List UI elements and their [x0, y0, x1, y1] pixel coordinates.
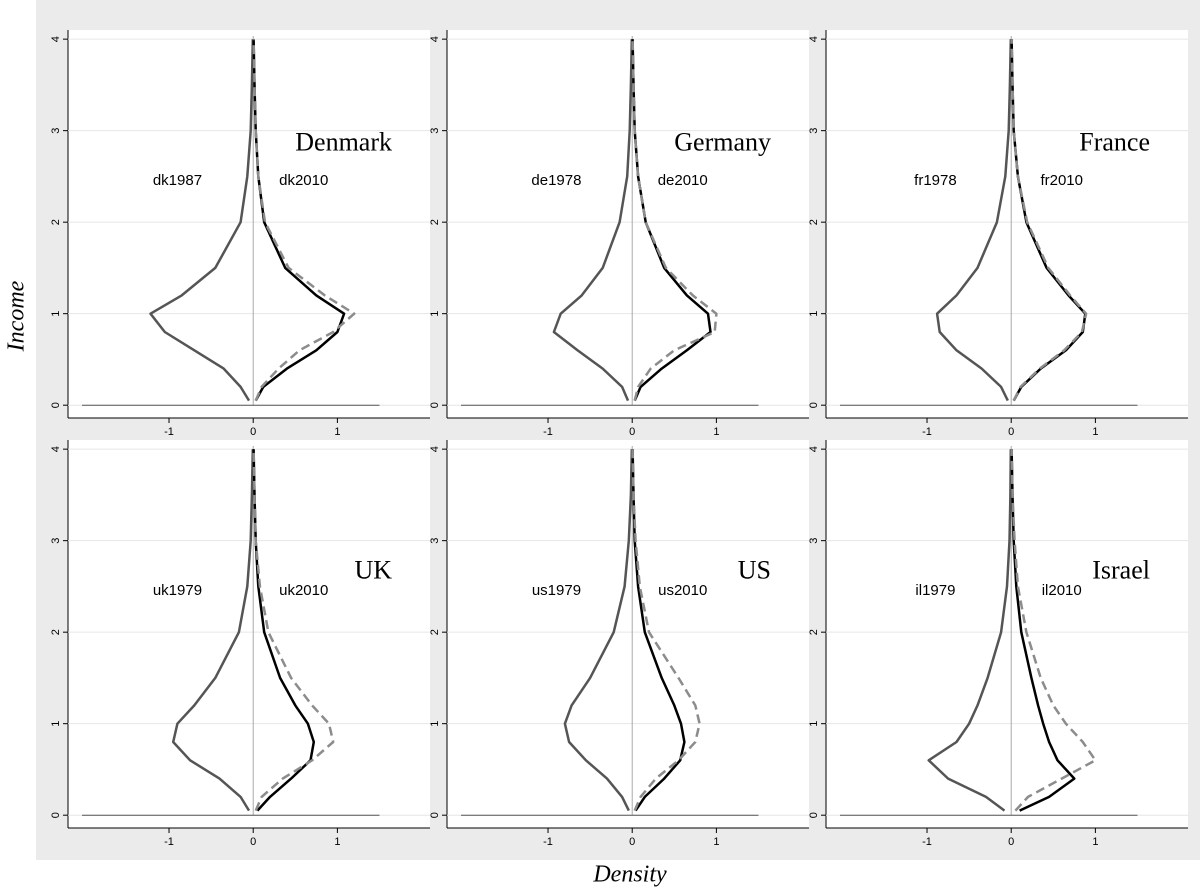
y-tick-label: 3 [429, 128, 441, 134]
x-tick-label: -1 [922, 836, 932, 848]
density-line [1010, 449, 1076, 812]
plot-area [68, 440, 430, 828]
plot-area [447, 30, 809, 418]
panel-title: Denmark [295, 127, 392, 156]
y-tick-label: 3 [808, 538, 820, 544]
y-tick-label: 4 [808, 36, 820, 42]
density-line [252, 39, 356, 402]
series-label: dk2010 [279, 172, 328, 189]
y-tick-label: 3 [808, 128, 820, 134]
series-label: il2010 [1042, 582, 1082, 599]
y-tick-label: 1 [808, 311, 820, 317]
y-tick-label: 0 [429, 402, 441, 408]
x-tick-label: -1 [164, 426, 174, 438]
y-tick-label: 4 [429, 446, 441, 452]
y-tick-label: 2 [429, 219, 441, 225]
series-label: us1979 [532, 582, 581, 599]
x-tick-label: -1 [543, 426, 553, 438]
series-label: fr2010 [1040, 172, 1083, 189]
y-tick-label: 4 [50, 36, 62, 42]
series-label: fr1978 [914, 172, 957, 189]
x-tick-label: 0 [250, 426, 256, 438]
series-label: de2010 [658, 172, 708, 189]
plot-area [68, 30, 430, 418]
y-axis-title: Income [4, 280, 30, 352]
series-label: uk1979 [153, 582, 202, 599]
x-tick-label: 1 [1092, 426, 1098, 438]
series-label: uk2010 [279, 582, 328, 599]
x-tick-label: 1 [713, 836, 719, 848]
y-tick-label: 0 [50, 812, 62, 818]
density-line [1010, 39, 1088, 402]
series-label: dk1987 [153, 172, 202, 189]
y-tick-label: 1 [808, 721, 820, 727]
density-line [1010, 449, 1097, 812]
density-line [171, 449, 255, 812]
y-tick-label: 4 [808, 446, 820, 452]
x-tick-label: -1 [922, 426, 932, 438]
y-tick-label: 2 [50, 219, 62, 225]
y-tick-label: 1 [429, 311, 441, 317]
y-tick-label: 1 [50, 721, 62, 727]
panel-title: Germany [674, 127, 771, 156]
density-line [935, 39, 1013, 402]
y-tick-label: 0 [429, 812, 441, 818]
series-label: us2010 [658, 582, 707, 599]
y-tick-label: 3 [50, 538, 62, 544]
density-line [149, 39, 255, 402]
density-line [631, 449, 701, 812]
plot-area [447, 440, 809, 828]
x-tick-label: 0 [1008, 426, 1014, 438]
panel-title: France [1079, 127, 1150, 156]
y-tick-label: 2 [808, 219, 820, 225]
x-tick-label: 0 [1008, 836, 1014, 848]
y-tick-label: 3 [50, 128, 62, 134]
x-tick-label: 0 [629, 426, 635, 438]
density-line [927, 449, 1013, 812]
plot-area [826, 440, 1188, 828]
x-tick-label: 1 [713, 426, 719, 438]
y-tick-label: 0 [808, 812, 820, 818]
y-tick-label: 1 [429, 721, 441, 727]
y-tick-label: 4 [429, 36, 441, 42]
density-line [563, 449, 634, 812]
y-tick-label: 0 [808, 402, 820, 408]
y-tick-label: 2 [808, 629, 820, 635]
x-tick-label: 0 [629, 836, 635, 848]
density-line [252, 449, 335, 812]
panel-title: UK [354, 556, 392, 585]
y-tick-label: 2 [429, 629, 441, 635]
series-label: il1979 [915, 582, 955, 599]
x-tick-label: 1 [1092, 836, 1098, 848]
density-line [631, 39, 718, 401]
plot-area [826, 30, 1188, 418]
x-tick-label: -1 [543, 836, 553, 848]
x-tick-label: -1 [164, 836, 174, 848]
y-tick-label: 1 [50, 311, 62, 317]
y-tick-label: 3 [429, 538, 441, 544]
series-label: de1978 [531, 172, 581, 189]
panel-title: Israel [1092, 556, 1150, 585]
y-tick-label: 2 [50, 629, 62, 635]
x-tick-label: 0 [250, 836, 256, 848]
y-tick-label: 4 [50, 446, 62, 452]
x-tick-label: 1 [334, 836, 340, 848]
density-line [552, 39, 634, 402]
y-tick-label: 0 [50, 402, 62, 408]
x-tick-label: 1 [334, 426, 340, 438]
panel-title: US [738, 556, 771, 585]
x-axis-title: Density [592, 862, 667, 888]
